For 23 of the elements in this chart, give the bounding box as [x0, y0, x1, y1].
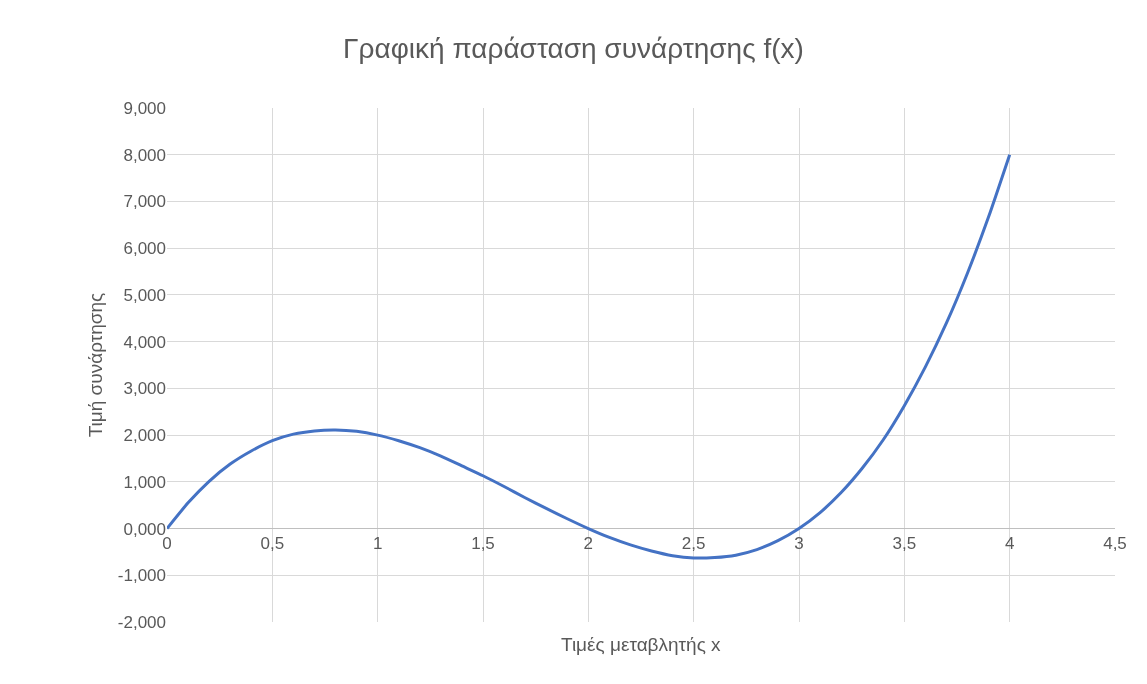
x-tick-label: 3: [794, 533, 804, 553]
y-axis-title: Τιμή συνάρτησης: [84, 292, 106, 438]
x-tick-label: 1,5: [471, 533, 495, 553]
y-tick-label: -1,000: [117, 566, 166, 586]
y-tick-label: 5,000: [123, 285, 166, 305]
x-axis-title: Τιμές μεταβλητής x: [561, 634, 722, 655]
x-tick-label: 0,5: [260, 533, 285, 553]
chart-title: Γραφική παράσταση συνάρτησης f(x): [343, 32, 804, 64]
y-tick-label: 8,000: [123, 145, 166, 165]
y-tick-label: 2,000: [123, 426, 166, 446]
x-tick-label: 4: [1004, 533, 1015, 553]
y-tick-label: 6,000: [123, 239, 166, 259]
x-tick-label: 2: [583, 533, 594, 553]
x-tick-label: 1: [372, 533, 383, 553]
x-tick-label: 4,5: [1103, 533, 1127, 553]
y-tick-label: -2,000: [117, 612, 166, 632]
y-tick-label: 7,000: [123, 192, 166, 212]
y-tick-label: 1,000: [123, 472, 166, 492]
x-tick-label: 3,5: [892, 533, 917, 553]
y-tick-label: 3,000: [123, 379, 166, 399]
y-tick-label: 9,000: [123, 98, 166, 118]
y-tick-label: 4,000: [123, 332, 166, 352]
x-tick-label: 2,5: [681, 533, 706, 553]
